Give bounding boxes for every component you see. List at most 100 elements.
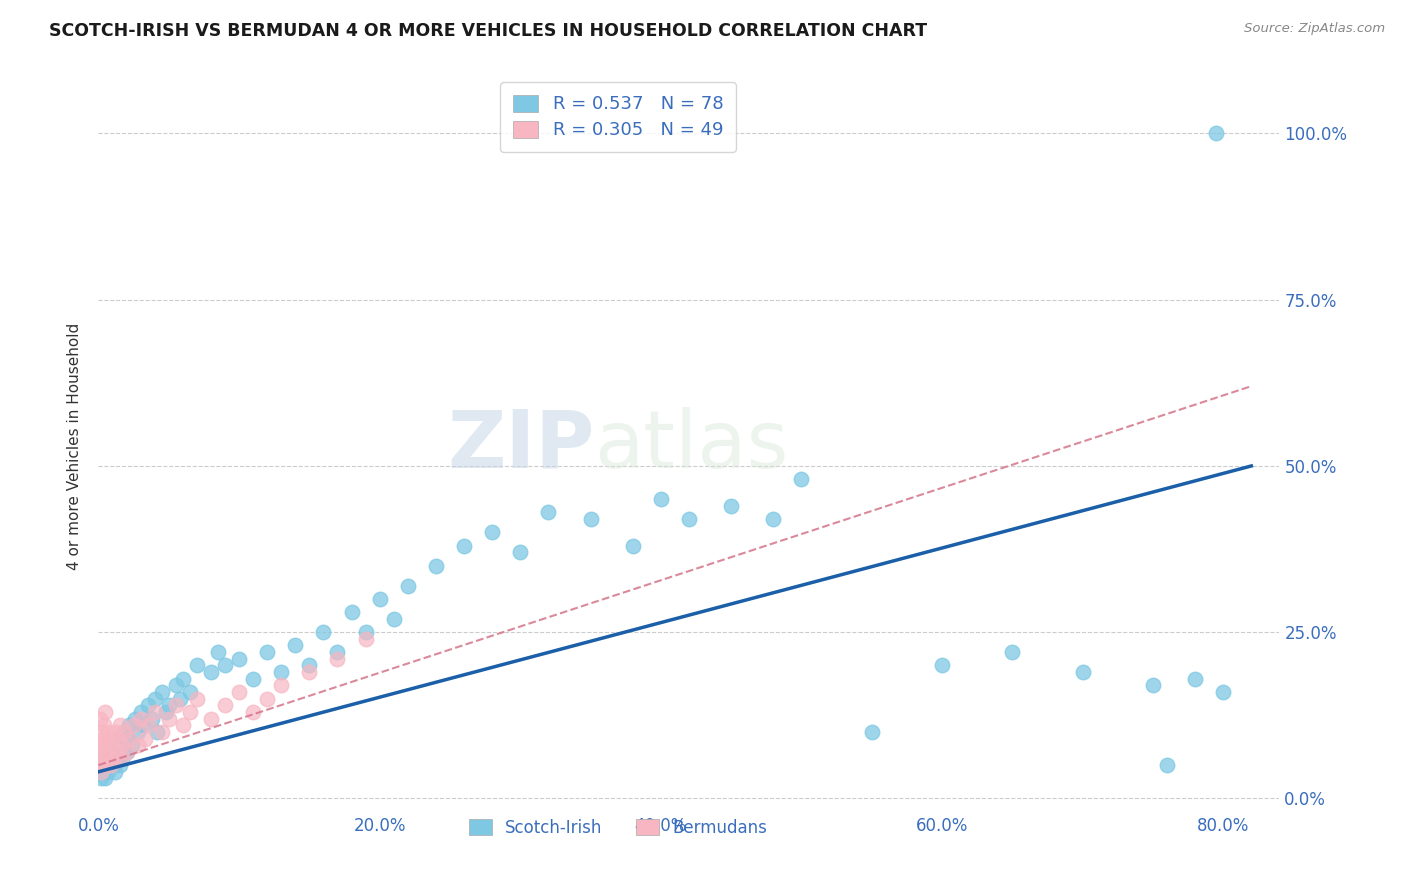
Point xyxy=(118,731,141,746)
Point xyxy=(150,685,173,699)
Point xyxy=(103,758,125,772)
Point xyxy=(931,658,953,673)
Point xyxy=(1205,127,1227,141)
Text: atlas: atlas xyxy=(595,407,789,485)
Point xyxy=(200,665,222,679)
Point xyxy=(537,506,560,520)
Point xyxy=(270,665,292,679)
Point xyxy=(242,672,264,686)
Point xyxy=(115,745,138,759)
Point xyxy=(111,738,134,752)
Point xyxy=(108,758,131,772)
Point xyxy=(157,698,180,713)
Point xyxy=(256,691,278,706)
Point xyxy=(1071,665,1094,679)
Point xyxy=(118,718,141,732)
Point xyxy=(111,751,134,765)
Text: ZIP: ZIP xyxy=(447,407,595,485)
Point xyxy=(100,758,122,772)
Point xyxy=(179,685,201,699)
Point xyxy=(326,652,349,666)
Point xyxy=(354,625,377,640)
Point xyxy=(94,705,117,719)
Point xyxy=(186,691,208,706)
Point xyxy=(91,731,114,746)
Point xyxy=(91,745,114,759)
Point xyxy=(150,725,173,739)
Point xyxy=(94,738,117,752)
Point xyxy=(1142,678,1164,692)
Point xyxy=(354,632,377,646)
Point xyxy=(103,751,125,765)
Point xyxy=(101,751,124,765)
Point xyxy=(143,691,166,706)
Point xyxy=(270,678,292,692)
Point xyxy=(790,472,813,486)
Point xyxy=(1212,685,1234,699)
Text: Source: ZipAtlas.com: Source: ZipAtlas.com xyxy=(1244,22,1385,36)
Point xyxy=(136,698,159,713)
Y-axis label: 4 or more Vehicles in Household: 4 or more Vehicles in Household xyxy=(67,322,83,570)
Point xyxy=(122,718,145,732)
Point xyxy=(155,705,177,719)
Text: SCOTCH-IRISH VS BERMUDAN 4 OR MORE VEHICLES IN HOUSEHOLD CORRELATION CHART: SCOTCH-IRISH VS BERMUDAN 4 OR MORE VEHIC… xyxy=(49,22,928,40)
Point xyxy=(138,718,160,732)
Point xyxy=(242,705,264,719)
Point xyxy=(101,738,124,752)
Point xyxy=(382,612,405,626)
Legend: Scotch-Irish, Bermudans: Scotch-Irish, Bermudans xyxy=(463,813,775,844)
Point xyxy=(860,725,883,739)
Point xyxy=(96,758,118,772)
Point xyxy=(453,539,475,553)
Point xyxy=(284,639,307,653)
Point xyxy=(110,738,132,752)
Point xyxy=(650,492,672,507)
Point xyxy=(481,525,503,540)
Point xyxy=(143,705,166,719)
Point xyxy=(621,539,644,553)
Point xyxy=(396,579,419,593)
Point xyxy=(228,685,250,699)
Point xyxy=(96,725,118,739)
Point xyxy=(90,751,112,765)
Point xyxy=(132,718,155,732)
Point xyxy=(107,731,129,746)
Point xyxy=(579,512,602,526)
Point xyxy=(298,665,321,679)
Point xyxy=(340,605,363,619)
Point xyxy=(1156,758,1178,772)
Point xyxy=(678,512,700,526)
Point xyxy=(104,764,127,779)
Point xyxy=(214,698,236,713)
Point xyxy=(720,499,742,513)
Point xyxy=(165,678,187,692)
Point xyxy=(129,712,152,726)
Point xyxy=(312,625,335,640)
Point xyxy=(179,705,201,719)
Point xyxy=(121,738,143,752)
Point xyxy=(93,758,115,772)
Point xyxy=(169,691,191,706)
Point xyxy=(105,745,128,759)
Point xyxy=(97,764,120,779)
Point xyxy=(141,712,163,726)
Point xyxy=(425,558,447,573)
Point xyxy=(112,725,135,739)
Point xyxy=(104,745,127,759)
Point xyxy=(104,725,127,739)
Point xyxy=(207,645,229,659)
Point xyxy=(762,512,785,526)
Point xyxy=(110,751,132,765)
Point xyxy=(1001,645,1024,659)
Point xyxy=(89,712,111,726)
Point xyxy=(108,718,131,732)
Point xyxy=(129,705,152,719)
Point xyxy=(107,751,129,765)
Point xyxy=(98,731,121,746)
Point xyxy=(326,645,349,659)
Point xyxy=(89,738,111,752)
Point xyxy=(94,751,117,765)
Point xyxy=(100,758,122,772)
Point xyxy=(93,764,115,779)
Point xyxy=(214,658,236,673)
